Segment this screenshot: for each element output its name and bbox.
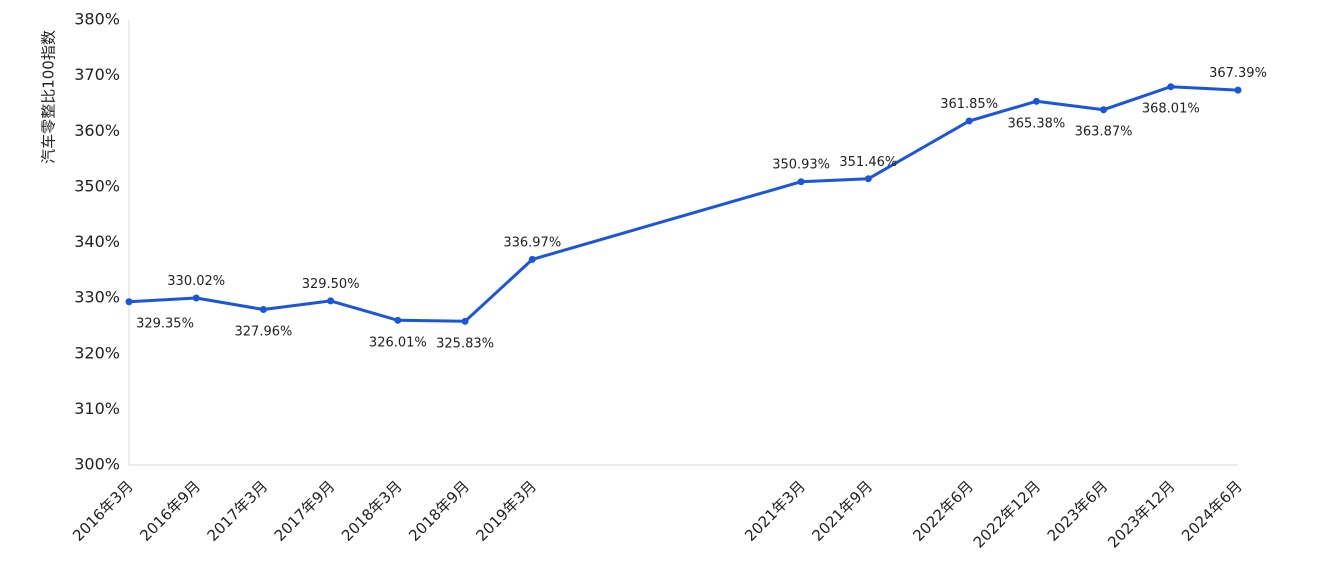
x-tick-label: 2016年3月 bbox=[69, 477, 137, 545]
data-label: 325.83% bbox=[436, 336, 494, 351]
data-label: 336.97% bbox=[503, 235, 561, 250]
data-point bbox=[1234, 86, 1242, 94]
y-tick-label: 340% bbox=[74, 232, 120, 251]
x-tick-label: 2019年3月 bbox=[472, 477, 540, 545]
data-point bbox=[528, 255, 536, 263]
data-labels: 329.35% 330.02% 327.96% 329.50% 326.01% 325.8… bbox=[136, 66, 1267, 351]
data-point bbox=[461, 317, 469, 325]
x-tick-label: 2024年6月 bbox=[1178, 477, 1246, 545]
x-tick-label: 2016年9月 bbox=[136, 477, 204, 545]
y-tick-label: 380% bbox=[74, 10, 120, 29]
data-label: 363.87% bbox=[1075, 125, 1133, 140]
x-tick-label: 2021年3月 bbox=[741, 477, 809, 545]
y-tick-label: 330% bbox=[74, 288, 120, 307]
x-tick-label: 2022年6月 bbox=[909, 477, 977, 545]
data-point bbox=[797, 178, 805, 186]
x-tick-label: 2022年12月 bbox=[970, 477, 1044, 551]
y-tick-labels: 300% 310% 320% 330% 340% 350% 360% 370% 380% bbox=[74, 10, 120, 474]
data-label: 368.01% bbox=[1142, 102, 1200, 117]
x-tick-label: 2023年12月 bbox=[1104, 477, 1178, 551]
y-tick-label: 310% bbox=[74, 399, 120, 418]
x-tick-labels: 2016年3月 2016年9月 2017年3月 2017年9月 2018年3月 2018年… bbox=[69, 477, 1246, 551]
data-point bbox=[259, 305, 267, 313]
x-tick-label: 2018年3月 bbox=[338, 477, 406, 545]
data-points bbox=[125, 83, 1242, 325]
data-label: 365.38% bbox=[1007, 116, 1065, 131]
data-point bbox=[1032, 97, 1040, 105]
data-label: 367.39% bbox=[1209, 66, 1267, 81]
data-point bbox=[965, 117, 973, 125]
data-label: 326.01% bbox=[369, 335, 427, 350]
y-tick-label: 300% bbox=[74, 455, 120, 474]
x-tick-label: 2018年9月 bbox=[405, 477, 473, 545]
data-label: 329.35% bbox=[136, 317, 194, 332]
y-tick-label: 320% bbox=[74, 343, 120, 362]
data-point bbox=[327, 297, 335, 305]
data-label: 361.85% bbox=[940, 97, 998, 112]
x-tick-label: 2023年6月 bbox=[1044, 477, 1112, 545]
data-point bbox=[864, 175, 872, 183]
data-label: 329.50% bbox=[302, 277, 360, 292]
x-tick-label: 2017年9月 bbox=[271, 477, 339, 545]
data-label: 327.96% bbox=[235, 324, 293, 339]
x-tick-label: 2017年3月 bbox=[204, 477, 272, 545]
series-line bbox=[127, 85, 1240, 323]
y-tick-label: 370% bbox=[74, 65, 120, 84]
axes bbox=[128, 20, 1238, 466]
data-label: 330.02% bbox=[167, 274, 225, 289]
data-point bbox=[1100, 106, 1108, 114]
y-tick-label: 350% bbox=[74, 176, 120, 195]
x-tick-label: 2021年9月 bbox=[808, 477, 876, 545]
data-point bbox=[1167, 83, 1175, 91]
data-point bbox=[394, 316, 402, 324]
data-label: 350.93% bbox=[772, 158, 830, 173]
data-label: 351.46% bbox=[839, 155, 897, 170]
data-point bbox=[125, 298, 133, 306]
y-axis-title: 汽车零整比100指数 bbox=[40, 30, 58, 164]
data-point bbox=[192, 294, 200, 302]
y-tick-label: 360% bbox=[74, 121, 120, 140]
